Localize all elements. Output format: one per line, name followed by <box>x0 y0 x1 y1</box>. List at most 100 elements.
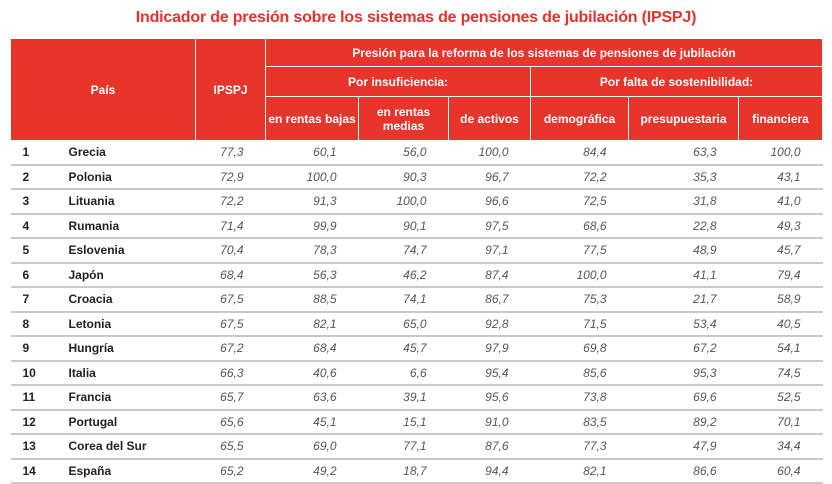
value-cell: 70,4 <box>195 238 266 264</box>
rank-cell: 5 <box>10 238 69 264</box>
country-cell: Grecia <box>68 140 196 166</box>
value-cell: 45,7 <box>738 238 823 264</box>
country-cell: Lituania <box>68 189 196 215</box>
value-cell: 49,2 <box>265 458 359 484</box>
value-cell: 74,7 <box>358 238 449 264</box>
value-cell: 78,3 <box>265 238 359 264</box>
pension-pressure-table: País IPSPJ Presión para la reforma de lo… <box>10 38 823 484</box>
header-col: demográfica <box>530 96 629 141</box>
value-cell: 72,5 <box>530 189 629 215</box>
header-col: en rentas bajas <box>265 96 359 141</box>
value-cell: 43,1 <box>738 164 823 190</box>
value-cell: 68,4 <box>195 262 266 288</box>
header-ipspj: IPSPJ <box>195 38 266 141</box>
header-col: presupuestaria <box>628 96 739 141</box>
value-cell: 40,6 <box>265 360 359 386</box>
rank-cell: 8 <box>10 311 69 337</box>
rank-cell: 6 <box>10 262 69 288</box>
table-row: 11 Francia 65,7 63,6 39,1 95,6 73,8 69,6 52,5 <box>10 385 823 411</box>
value-cell: 77,3 <box>195 140 266 166</box>
value-cell: 83,5 <box>530 409 629 435</box>
value-cell: 90,1 <box>358 213 449 239</box>
value-cell: 72,2 <box>530 164 629 190</box>
value-cell: 77,1 <box>358 434 449 460</box>
value-cell: 97,9 <box>448 336 531 362</box>
value-cell: 45,1 <box>265 409 359 435</box>
value-cell: 91,0 <box>448 409 531 435</box>
value-cell: 100,0 <box>738 140 823 166</box>
value-cell: 84,4 <box>530 140 629 166</box>
value-cell: 46,2 <box>358 262 449 288</box>
rank-cell: 2 <box>10 164 69 190</box>
value-cell: 79,4 <box>738 262 823 288</box>
header-col: en rentas medias <box>358 96 449 141</box>
table-row: 2 Polonia 72,9 100,0 90,3 96,7 72,2 35,3 43,1 <box>10 164 823 190</box>
value-cell: 75,3 <box>530 287 629 313</box>
value-cell: 65,2 <box>195 458 266 484</box>
value-cell: 67,2 <box>628 336 739 362</box>
value-cell: 68,4 <box>265 336 359 362</box>
value-cell: 86,7 <box>448 287 531 313</box>
rank-cell: 11 <box>10 385 69 411</box>
table-row: 9 Hungría 67,2 68,4 45,7 97,9 69,8 67,2 54,1 <box>10 336 823 362</box>
value-cell: 63,3 <box>628 140 739 166</box>
value-cell: 35,3 <box>628 164 739 190</box>
value-cell: 6,6 <box>358 360 449 386</box>
header-col: financiera <box>738 96 823 141</box>
table-row: 12 Portugal 65,6 45,1 15,1 91,0 83,5 89,2 70,1 <box>10 409 823 435</box>
value-cell: 96,7 <box>448 164 531 190</box>
value-cell: 48,9 <box>628 238 739 264</box>
country-cell: Rumania <box>68 213 196 239</box>
value-cell: 69,0 <box>265 434 359 460</box>
value-cell: 21,7 <box>628 287 739 313</box>
value-cell: 39,1 <box>358 385 449 411</box>
value-cell: 87,6 <box>448 434 531 460</box>
value-cell: 53,4 <box>628 311 739 337</box>
header-insufficiency: Por insuficiencia: <box>265 66 531 97</box>
value-cell: 68,6 <box>530 213 629 239</box>
country-cell: Polonia <box>68 164 196 190</box>
header-group: Presión para la reforma de los sistemas … <box>265 38 823 67</box>
table-row: 10 Italia 66,3 40,6 6,6 95,4 85,6 95,3 74,5 <box>10 360 823 386</box>
table-row: 13 Corea del Sur 65,5 69,0 77,1 87,6 77,3 47,9 3… <box>10 434 823 460</box>
value-cell: 58,9 <box>738 287 823 313</box>
table-row: 1 Grecia 77,3 60,1 56,0 100,0 84,4 63,3 100,0 <box>10 140 823 166</box>
value-cell: 18,7 <box>358 458 449 484</box>
value-cell: 45,7 <box>358 336 449 362</box>
value-cell: 65,5 <box>195 434 266 460</box>
value-cell: 56,3 <box>265 262 359 288</box>
value-cell: 90,3 <box>358 164 449 190</box>
value-cell: 99,9 <box>265 213 359 239</box>
rank-cell: 12 <box>10 409 69 435</box>
value-cell: 60,4 <box>738 458 823 484</box>
value-cell: 82,1 <box>530 458 629 484</box>
value-cell: 74,5 <box>738 360 823 386</box>
value-cell: 97,1 <box>448 238 531 264</box>
value-cell: 100,0 <box>530 262 629 288</box>
value-cell: 15,1 <box>358 409 449 435</box>
country-cell: Italia <box>68 360 196 386</box>
table-row: 5 Eslovenia 70,4 78,3 74,7 97,1 77,5 48,9 45,7 <box>10 238 823 264</box>
value-cell: 89,2 <box>628 409 739 435</box>
value-cell: 41,1 <box>628 262 739 288</box>
value-cell: 85,6 <box>530 360 629 386</box>
value-cell: 72,2 <box>195 189 266 215</box>
value-cell: 66,3 <box>195 360 266 386</box>
rank-cell: 3 <box>10 189 69 215</box>
value-cell: 73,8 <box>530 385 629 411</box>
header-country: País <box>10 38 196 141</box>
value-cell: 74,1 <box>358 287 449 313</box>
rank-cell: 13 <box>10 434 69 460</box>
country-cell: Portugal <box>68 409 196 435</box>
country-cell: Croacia <box>68 287 196 313</box>
value-cell: 96,6 <box>448 189 531 215</box>
value-cell: 97,5 <box>448 213 531 239</box>
value-cell: 94,4 <box>448 458 531 484</box>
table-row: 8 Letonia 67,5 82,1 65,0 92,8 71,5 53,4 40,5 <box>10 311 823 337</box>
value-cell: 63,6 <box>265 385 359 411</box>
value-cell: 67,5 <box>195 287 266 313</box>
country-cell: Francia <box>68 385 196 411</box>
table-row: 3 Lituania 72,2 91,3 100,0 96,6 72,5 31,8 41,0 <box>10 189 823 215</box>
value-cell: 65,6 <box>195 409 266 435</box>
value-cell: 77,5 <box>530 238 629 264</box>
